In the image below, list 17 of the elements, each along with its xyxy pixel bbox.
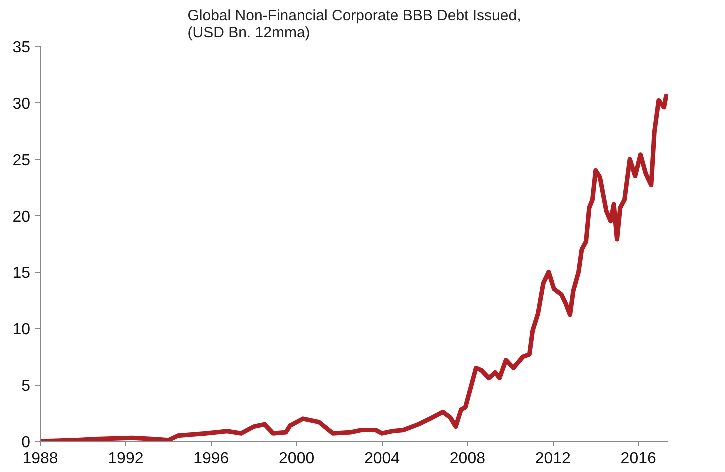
y-tick-label: 25	[12, 152, 31, 170]
x-tick-label: 2016	[620, 450, 656, 468]
chart-title: Global Non-Financial Corporate BBB Debt Issued, (USD Bn. 12mma)	[188, 8, 522, 42]
x-tick-label: 2004	[364, 450, 400, 468]
y-tick-label: 10	[12, 322, 31, 339]
y-tick-label: 5	[22, 378, 31, 396]
x-tick-label: 2008	[450, 450, 486, 468]
x-tick-label: 1988	[22, 450, 58, 468]
y-tick-label: 0	[22, 434, 31, 452]
y-tick-label: 30	[12, 96, 31, 113]
y-tick-label: 20	[12, 208, 31, 226]
x-tick-label: 1992	[108, 450, 144, 468]
x-tick-label: 2000	[279, 450, 315, 468]
y-tick-label: 15	[12, 265, 31, 282]
x-tick-label: 1996	[194, 450, 230, 468]
y-tick-label: 35	[12, 40, 31, 56]
x-tick-label: 2012	[535, 450, 572, 468]
